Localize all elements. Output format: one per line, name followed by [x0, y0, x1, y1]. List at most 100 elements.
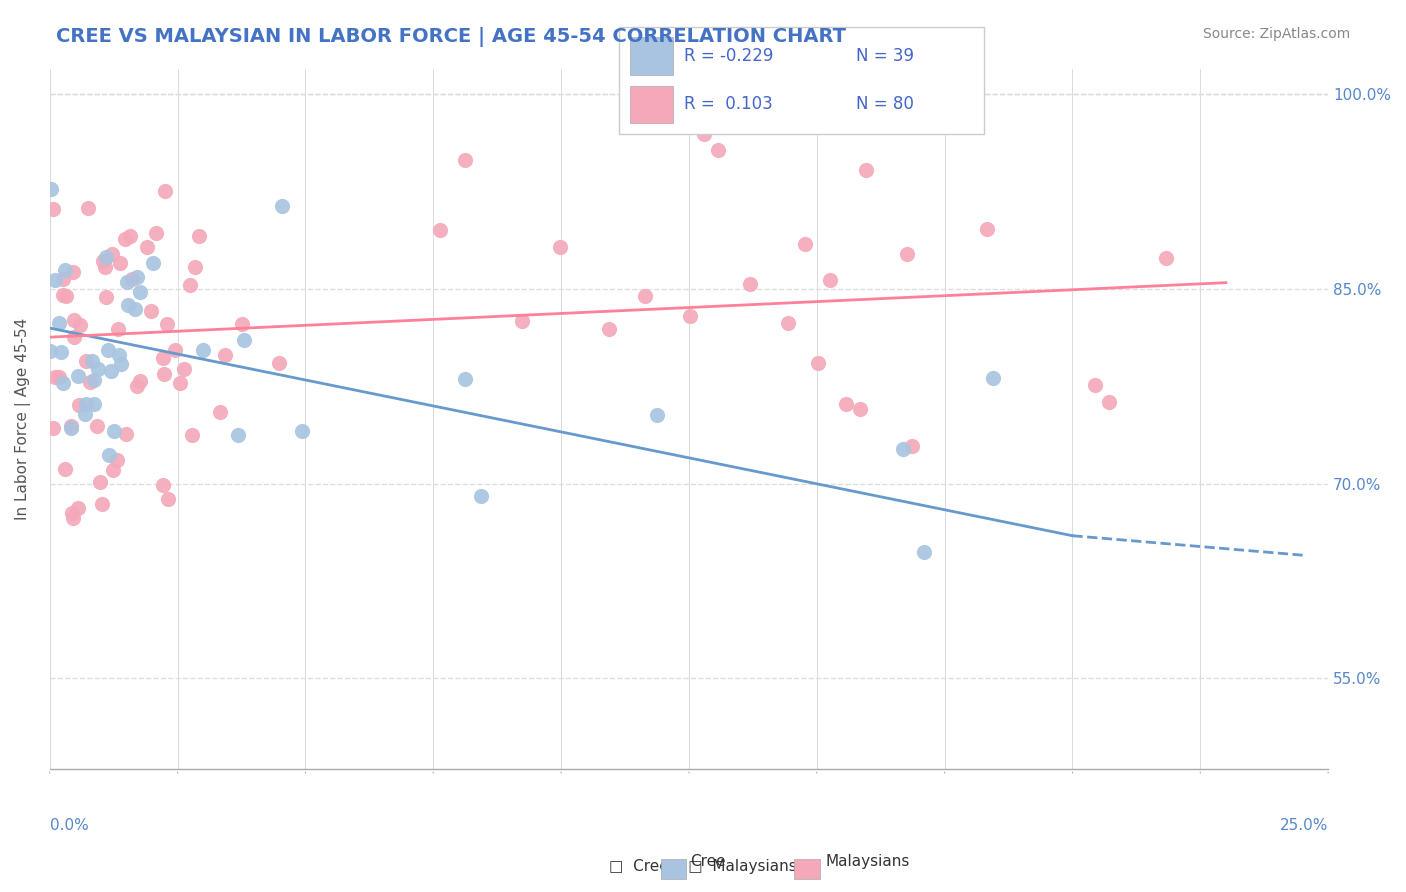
Point	[209, 405, 232, 419]
Point	[87, 361, 110, 376]
Point	[891, 442, 914, 457]
Point	[48, 370, 70, 384]
Point	[152, 477, 174, 491]
Point	[41, 202, 63, 217]
Point	[645, 408, 668, 422]
Point	[1156, 251, 1178, 265]
Point	[103, 424, 125, 438]
Point	[90, 497, 112, 511]
Point	[39, 343, 62, 358]
Point	[153, 367, 176, 381]
Point	[291, 424, 314, 438]
Point	[52, 288, 75, 302]
Point	[1098, 395, 1121, 409]
Point	[73, 407, 96, 421]
Point	[86, 418, 108, 433]
Point	[93, 260, 115, 275]
Point	[129, 285, 152, 299]
Point	[120, 228, 142, 243]
Point	[53, 462, 76, 476]
Point	[75, 397, 97, 411]
Point	[60, 506, 83, 520]
Point	[835, 397, 858, 411]
Point	[849, 401, 872, 416]
Point	[270, 198, 292, 212]
Point	[453, 372, 475, 386]
Text: Cree: Cree	[690, 854, 725, 869]
Point	[69, 318, 91, 332]
Point	[855, 163, 877, 178]
Point	[91, 254, 114, 268]
Point	[100, 364, 122, 378]
Point	[52, 376, 75, 391]
Point	[52, 272, 75, 286]
Point	[429, 223, 451, 237]
Point	[82, 354, 104, 368]
Point	[976, 222, 998, 236]
Point	[818, 273, 841, 287]
Point	[776, 316, 799, 330]
Point	[59, 420, 82, 434]
Point	[152, 351, 174, 365]
Text: CREE VS MALAYSIAN IN LABOR FORCE | AGE 45-54 CORRELATION CHART: CREE VS MALAYSIAN IN LABOR FORCE | AGE 4…	[56, 27, 846, 46]
Point	[145, 226, 167, 240]
Point	[191, 343, 214, 358]
Point	[62, 313, 84, 327]
FancyBboxPatch shape	[619, 27, 984, 134]
Point	[44, 369, 66, 384]
Text: Source: ZipAtlas.com: Source: ZipAtlas.com	[1202, 27, 1350, 41]
Point	[59, 418, 82, 433]
Point	[188, 228, 211, 243]
Point	[77, 202, 100, 216]
Point	[115, 275, 138, 289]
Point	[97, 343, 120, 357]
Point	[62, 511, 84, 525]
Point	[114, 232, 136, 246]
Point	[912, 545, 935, 559]
Text: R =  0.103: R = 0.103	[685, 95, 773, 112]
Point	[155, 184, 177, 198]
Point	[41, 421, 63, 435]
Point	[53, 263, 76, 277]
Point	[269, 356, 291, 370]
Text: Malaysians: Malaysians	[825, 854, 910, 869]
Point	[67, 398, 90, 412]
Point	[62, 265, 84, 279]
Point	[598, 322, 620, 336]
Point	[470, 489, 492, 503]
Point	[901, 439, 924, 453]
Text: □  Cree    □  Malaysians: □ Cree □ Malaysians	[609, 859, 797, 874]
Point	[226, 427, 249, 442]
Point	[127, 270, 149, 285]
Point	[117, 297, 139, 311]
Point	[125, 379, 148, 393]
Bar	[630, 86, 673, 123]
Point	[1084, 378, 1107, 392]
Text: 25.0%: 25.0%	[1279, 818, 1329, 833]
Point	[97, 448, 120, 462]
Point	[83, 397, 105, 411]
Point	[83, 373, 105, 387]
Text: R = -0.229: R = -0.229	[685, 46, 773, 64]
Point	[94, 250, 117, 264]
Point	[110, 357, 132, 371]
Point	[707, 143, 730, 157]
Point	[67, 368, 90, 383]
Point	[39, 182, 62, 196]
Point	[48, 317, 70, 331]
Point	[121, 272, 143, 286]
Point	[107, 322, 129, 336]
Point	[179, 278, 201, 293]
Point	[214, 348, 236, 362]
Point	[79, 376, 101, 390]
Point	[634, 288, 657, 302]
Point	[44, 273, 66, 287]
Point	[163, 343, 186, 358]
Point	[173, 362, 195, 376]
Point	[89, 475, 111, 490]
Bar	[630, 37, 673, 75]
Point	[232, 333, 254, 347]
Point	[180, 427, 202, 442]
Point	[896, 247, 918, 261]
Point	[157, 491, 180, 506]
